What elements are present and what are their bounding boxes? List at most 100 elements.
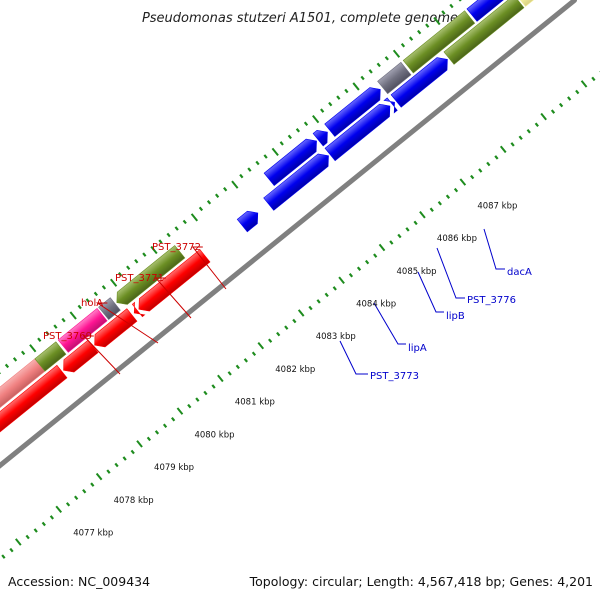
gene-features — [0, 0, 582, 505]
outer-tick — [85, 298, 90, 303]
inner-tick — [378, 243, 386, 252]
outer-tick-row — [0, 0, 462, 375]
outer-tick — [312, 115, 320, 124]
gene-feature — [34, 341, 67, 372]
inner-tick — [558, 102, 564, 108]
outer-tick — [61, 317, 66, 323]
gene-label-reverse: PST_3772 — [152, 242, 201, 253]
inner-tick — [82, 488, 87, 494]
inner-tick — [518, 135, 523, 141]
outer-tick — [376, 62, 381, 68]
gene-feature — [324, 103, 391, 162]
inner-tick — [453, 187, 459, 193]
inner-tick — [459, 178, 467, 186]
outer-tick — [441, 10, 446, 15]
gene-label-forward: dacA — [507, 267, 532, 278]
inner-tick — [268, 338, 273, 343]
outer-tick — [77, 304, 82, 310]
inner-tick — [486, 161, 491, 167]
inner-tick — [1, 554, 6, 559]
outer-tick — [449, 3, 454, 9]
inner-tick — [429, 207, 434, 213]
outer-tick — [117, 272, 123, 277]
gene-feature — [263, 153, 329, 211]
inner-tick — [227, 371, 232, 376]
outer-tick — [320, 108, 325, 113]
outer-tick — [231, 180, 239, 189]
outer-tick — [344, 88, 349, 94]
kbp-tick-label: 4087 kbp — [477, 201, 517, 211]
inner-tick — [550, 109, 556, 114]
outer-tick — [279, 141, 284, 146]
outer-tick — [142, 252, 147, 257]
kbp-tick-label: 4083 kbp — [316, 332, 356, 342]
outer-tick — [69, 311, 77, 320]
inner-tick — [217, 374, 224, 383]
inner-tick — [534, 122, 539, 127]
inner-tick — [445, 194, 451, 199]
inner-tick — [316, 299, 321, 304]
inner-tick — [41, 521, 46, 527]
outer-tick — [417, 29, 422, 35]
map-title: Pseudomonas stutzeri A1501, complete gen… — [142, 11, 458, 26]
outer-tick — [214, 193, 220, 199]
gene-feature — [466, 0, 514, 22]
outer-tick — [12, 357, 18, 362]
gene-feature — [116, 245, 186, 305]
gene-label-leader — [154, 277, 192, 319]
inner-tick — [437, 200, 442, 206]
outer-tick — [255, 160, 260, 166]
outer-tick — [408, 36, 414, 41]
inner-tick — [397, 233, 402, 239]
outer-tick — [400, 42, 406, 48]
outer-tick — [182, 219, 187, 225]
genome-strip — [0, 0, 600, 559]
outer-tick — [134, 258, 139, 264]
outer-tick — [223, 186, 228, 192]
outer-tick — [93, 291, 98, 297]
outer-tick — [239, 173, 244, 179]
inner-tick-row — [1, 70, 600, 559]
outer-tick — [392, 49, 401, 58]
gene-feature — [383, 97, 398, 114]
outer-tick — [336, 95, 341, 100]
outer-tick — [263, 154, 268, 159]
gene-label-forward: lipB — [446, 311, 465, 322]
gene-label-forward: PST_3776 — [467, 295, 516, 306]
inner-tick — [162, 423, 168, 429]
genome-backbone — [0, 0, 578, 507]
inner-tick — [478, 168, 483, 173]
inner-tick — [338, 276, 345, 284]
inner-tick — [308, 305, 313, 311]
inner-tick — [243, 358, 248, 363]
gene-feature — [94, 308, 138, 348]
inner-tick — [176, 407, 184, 415]
outer-tick — [198, 206, 204, 212]
kbp-tick-label: 4082 kbp — [275, 365, 315, 375]
outer-tick — [150, 245, 158, 255]
gene-feature — [390, 57, 448, 108]
gene-label-reverse: holA — [81, 298, 103, 309]
outer-tick — [384, 56, 389, 61]
inner-tick — [33, 528, 38, 533]
outer-tick — [166, 232, 171, 238]
gene-feature — [443, 0, 525, 65]
inner-tick — [364, 259, 370, 265]
inner-tick — [122, 456, 127, 461]
gene-feature — [377, 61, 412, 95]
inner-tick — [405, 227, 410, 232]
kbp-tick-label: 4086 kbp — [437, 234, 477, 244]
gene-feature — [324, 87, 381, 137]
inner-tick — [187, 403, 192, 409]
inner-tick — [356, 266, 362, 271]
outer-tick — [368, 69, 373, 74]
inner-tick — [146, 436, 151, 442]
inner-tick — [591, 76, 596, 82]
inner-tick — [575, 89, 580, 95]
outer-tick — [295, 128, 301, 133]
inner-tick — [211, 384, 216, 389]
inner-tick — [130, 449, 135, 455]
inner-tick — [297, 309, 305, 317]
outer-tick — [29, 344, 37, 353]
